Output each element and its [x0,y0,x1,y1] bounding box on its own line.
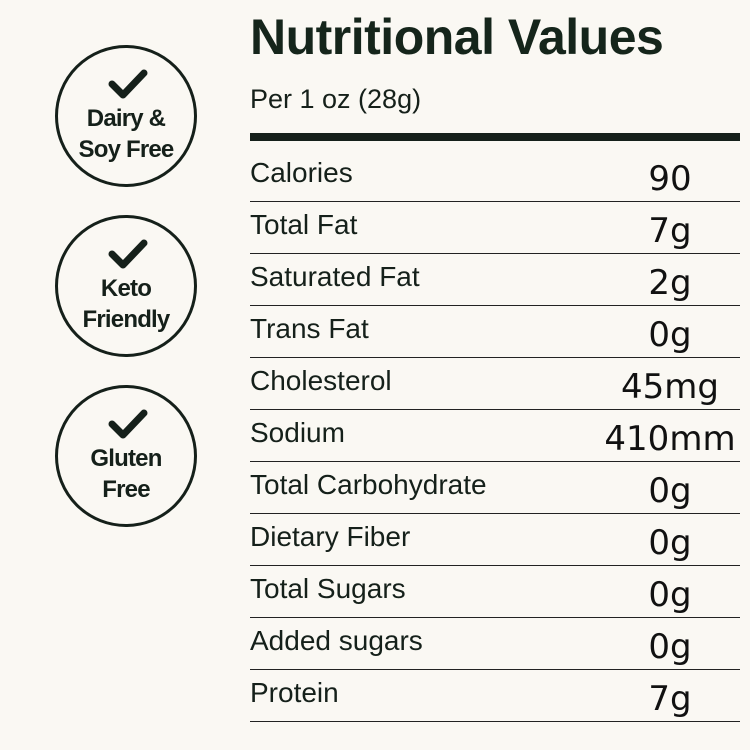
nutrient-name: Cholesterol [250,365,392,396]
badge-label: Dairy & Soy Free [78,105,175,163]
nutrient-value: 0g [648,627,692,667]
badge: Gluten Free [55,385,197,527]
nutrient-value: 7g [648,211,692,251]
badge: Dairy & Soy Free [55,45,197,187]
nutrient-name: Total Fat [250,209,358,240]
nutrient-value: 0g [648,523,692,563]
check-icon [108,239,148,269]
nutrient-name: Calories [250,157,353,188]
nutrient-row: Total Fat 7g [250,202,740,254]
nutrient-name: Dietary Fiber [250,521,411,552]
nutrient-value: 0g [648,575,692,615]
badge-label: Keto Friendly [82,275,171,333]
nutrient-row: Calories 90 [250,150,740,202]
nutrient-name: Total Carbohydrate [250,469,487,500]
serving-size: Per 1 oz (28g) [250,84,422,114]
nutrient-value: 410mm [604,419,736,459]
nutrient-name: Added sugars [250,625,423,656]
nutrient-name: Trans Fat [250,313,369,344]
nutrient-value: 2g [648,263,692,303]
nutrient-value: 7g [648,679,692,719]
nutrient-row: Total Carbohydrate 0g [250,462,740,514]
nutrient-row: Saturated Fat 2g [250,254,740,306]
nutrient-name: Protein [250,677,339,708]
page-title: Nutritional Values [250,9,664,65]
check-icon [108,409,148,439]
divider-bar [250,133,740,141]
nutrient-row: Trans Fat 0g [250,306,740,358]
nutrient-value: 0g [648,471,692,511]
nutrient-row: Dietary Fiber 0g [250,514,740,566]
badge: Keto Friendly [55,215,197,357]
nutrient-name: Total Sugars [250,573,406,604]
check-icon [108,69,148,99]
nutrient-row: Total Sugars 0g [250,566,740,618]
nutrient-name: Sodium [250,417,345,448]
nutrient-row: Protein 7g [250,670,740,722]
nutrient-value: 0g [648,315,692,355]
nutrient-row: Cholesterol 45mg [250,358,740,410]
nutrient-row: Sodium 410mm [250,410,740,462]
nutrient-name: Saturated Fat [250,261,420,292]
badge-label: Gluten Free [90,445,162,503]
nutrient-row: Added sugars 0g [250,618,740,670]
nutrient-value: 90 [648,159,692,199]
nutrient-value: 45mg [621,367,719,407]
